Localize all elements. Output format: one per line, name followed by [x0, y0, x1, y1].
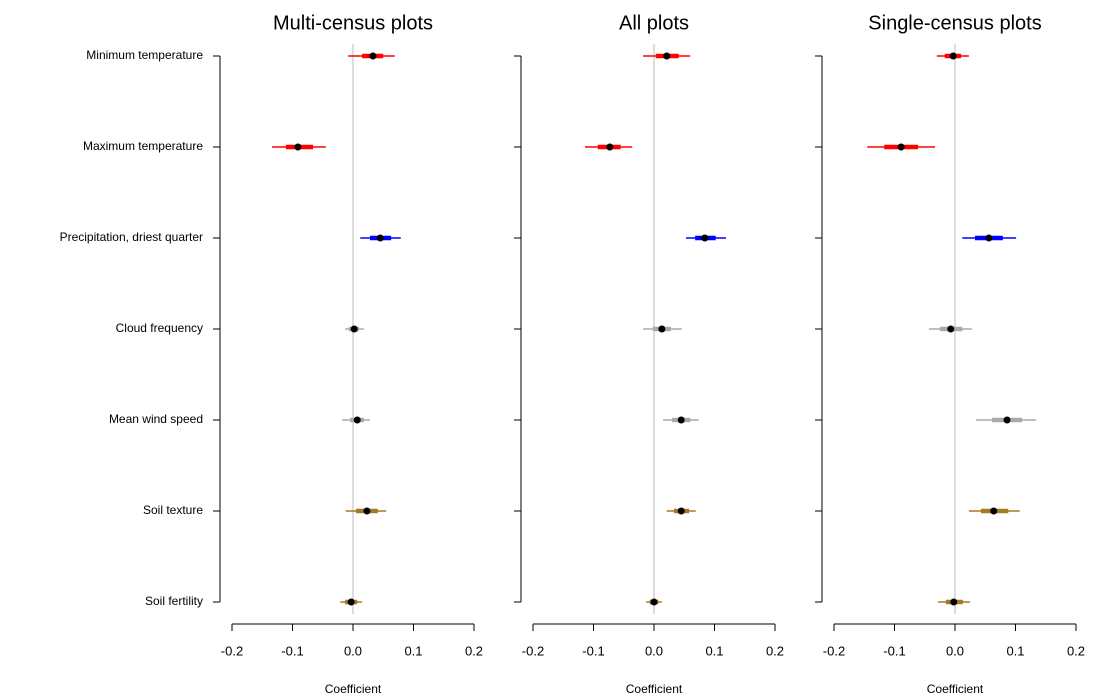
estimate-point — [658, 325, 666, 333]
estimate-point — [650, 598, 658, 606]
estimate-point — [701, 234, 709, 242]
estimate-point — [353, 416, 361, 424]
x-tick-label: 0.0 — [946, 643, 964, 658]
y-tick-label: Mean wind speed — [109, 412, 203, 426]
estimate-point — [985, 234, 993, 242]
panel-title: Single-census plots — [868, 12, 1041, 34]
y-tick-label: Precipitation, driest quarter — [60, 230, 203, 244]
x-tick-label: -0.1 — [883, 643, 905, 658]
x-tick-label: -0.2 — [522, 643, 544, 658]
estimate-point — [949, 52, 957, 60]
estimate-point — [663, 52, 671, 60]
estimate-point — [606, 143, 614, 151]
x-tick-label: 0.0 — [645, 643, 663, 658]
estimate-point — [677, 507, 685, 515]
estimate-point — [897, 143, 905, 151]
x-tick-label: -0.2 — [823, 643, 845, 658]
estimate-point — [347, 598, 355, 606]
estimate-point — [363, 507, 371, 515]
estimate-point — [294, 143, 302, 151]
estimate-point — [990, 507, 998, 515]
estimate-point — [950, 598, 958, 606]
estimate-point — [947, 325, 955, 333]
panel-title: All plots — [619, 12, 689, 34]
estimate-point — [677, 416, 685, 424]
x-tick-label: 0.2 — [766, 643, 784, 658]
x-tick-label: -0.2 — [221, 643, 243, 658]
panel-title: Multi-census plots — [273, 12, 433, 34]
estimate-point — [1003, 416, 1011, 424]
x-axis-label: Coefficient — [325, 682, 382, 696]
y-tick-label: Cloud frequency — [116, 321, 203, 335]
estimate-point — [369, 52, 377, 60]
y-tick-label: Soil fertility — [145, 594, 203, 608]
x-tick-label: 0.1 — [404, 643, 422, 658]
x-axis-label: Coefficient — [927, 682, 984, 696]
x-tick-label: -0.1 — [281, 643, 303, 658]
y-tick-label: Maximum temperature — [83, 139, 203, 153]
y-tick-label: Minimum temperature — [86, 48, 203, 62]
x-axis-label: Coefficient — [626, 682, 683, 696]
x-tick-label: -0.1 — [582, 643, 604, 658]
x-tick-label: 0.2 — [465, 643, 483, 658]
x-tick-label: 0.0 — [344, 643, 362, 658]
x-tick-label: 0.1 — [705, 643, 723, 658]
estimate-point — [376, 234, 384, 242]
x-tick-label: 0.1 — [1006, 643, 1024, 658]
y-tick-label: Soil texture — [143, 503, 203, 517]
estimate-point — [350, 325, 358, 333]
x-tick-label: 0.2 — [1067, 643, 1085, 658]
